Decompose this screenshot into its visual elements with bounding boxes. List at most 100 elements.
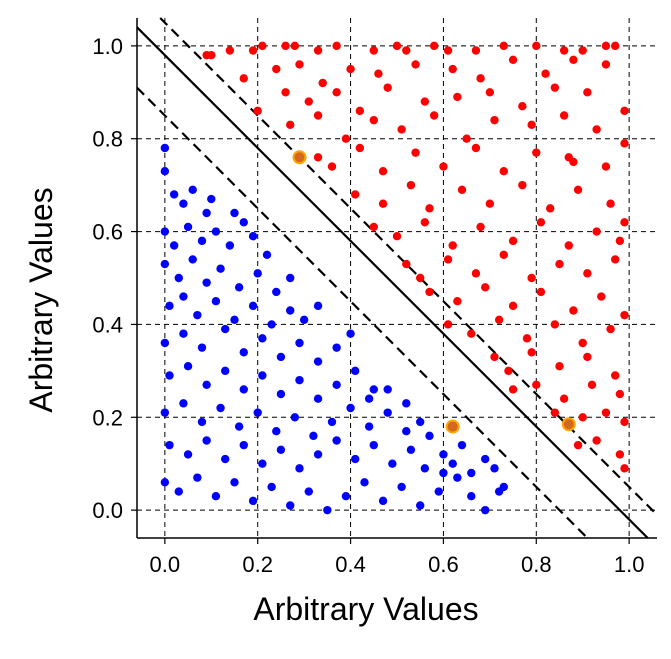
- data-point-upper-right: [601, 162, 611, 171]
- data-point-upper-right: [620, 139, 629, 148]
- data-point-lower-left: [248, 232, 258, 241]
- data-point-upper-right: [499, 250, 508, 259]
- data-point-upper-right: [611, 371, 620, 380]
- data-point-upper-right: [313, 153, 323, 162]
- data-point-lower-left: [499, 482, 508, 492]
- data-point-lower-left: [267, 482, 276, 492]
- grid: [137, 18, 657, 538]
- data-point-upper-right: [573, 185, 583, 194]
- data-point-upper-right: [397, 125, 406, 134]
- data-point-lower-left: [286, 306, 295, 315]
- data-point-lower-left: [160, 408, 170, 417]
- data-point-lower-left: [378, 496, 388, 506]
- data-point-upper-right: [499, 167, 508, 176]
- data-point-lower-left: [290, 413, 300, 422]
- data-point-upper-right: [601, 408, 611, 417]
- data-point-upper-right: [620, 310, 629, 320]
- data-point-upper-right: [569, 55, 578, 64]
- data-point-upper-right: [369, 46, 378, 55]
- data-point-lower-left: [174, 273, 183, 283]
- data-point-upper-right: [443, 255, 453, 264]
- y-tick-label: 1.0: [92, 34, 123, 59]
- x-tick-label: 0.6: [428, 552, 459, 577]
- data-point-lower-left: [369, 440, 378, 450]
- data-point-lower-left: [253, 408, 262, 417]
- y-tick-label: 0.0: [92, 498, 123, 523]
- data-point-upper-right: [448, 241, 457, 250]
- data-point-lower-left: [402, 427, 411, 436]
- data-point-lower-left: [188, 185, 197, 194]
- data-point-lower-left: [295, 338, 304, 348]
- data-point-upper-right: [272, 64, 281, 74]
- data-point-lower-left: [360, 478, 369, 487]
- data-point-upper-right: [453, 297, 462, 306]
- data-point-lower-left: [165, 371, 174, 380]
- data-point-upper-right: [467, 329, 476, 338]
- data-point-upper-right: [402, 259, 411, 269]
- data-point-upper-right: [443, 46, 453, 55]
- data-point-lower-left: [416, 417, 425, 427]
- data-point-upper-right: [508, 301, 518, 311]
- data-point-upper-right: [248, 46, 258, 55]
- data-point-lower-left: [332, 343, 341, 352]
- data-point-upper-right: [587, 380, 597, 389]
- data-point-upper-right: [258, 41, 267, 51]
- data-point-upper-right: [615, 450, 625, 459]
- data-point-lower-left: [341, 492, 351, 501]
- data-point-lower-left: [179, 292, 188, 301]
- data-point-upper-right: [592, 125, 601, 134]
- data-point-lower-left: [221, 366, 230, 376]
- data-point-upper-right: [564, 241, 573, 250]
- data-point-upper-right: [578, 338, 587, 348]
- data-point-lower-left: [230, 208, 239, 218]
- data-point-upper-right: [295, 60, 304, 69]
- data-point-lower-left: [239, 385, 248, 394]
- data-point-upper-right: [550, 320, 560, 329]
- x-axis-label: Arbitrary Values: [253, 591, 478, 627]
- data-point-upper-right: [536, 218, 546, 227]
- data-point-upper-right: [286, 120, 295, 129]
- data-point-upper-right: [583, 352, 592, 362]
- data-point-lower-left: [457, 440, 467, 450]
- data-point-lower-left: [183, 362, 193, 371]
- data-point-upper-right: [207, 50, 216, 60]
- data-point-lower-left: [183, 222, 193, 232]
- data-point-upper-right: [341, 134, 351, 143]
- x-tick-label: 1.0: [614, 552, 645, 577]
- data-point-upper-right: [332, 41, 341, 51]
- data-point-lower-left: [179, 199, 188, 208]
- data-point-lower-left: [202, 278, 211, 287]
- data-point-lower-left: [467, 492, 476, 501]
- data-point-lower-left: [313, 301, 323, 311]
- data-point-upper-right: [597, 292, 606, 301]
- data-point-upper-right: [601, 41, 611, 51]
- data-point-lower-left: [160, 259, 170, 269]
- data-point-upper-right: [620, 464, 629, 473]
- data-point-upper-right: [485, 88, 495, 97]
- data-point-upper-right: [369, 222, 378, 232]
- data-point-upper-right: [532, 148, 541, 157]
- data-point-upper-right: [411, 60, 420, 69]
- data-point-upper-right: [550, 408, 560, 417]
- data-point-upper-right: [522, 334, 532, 343]
- data-point-lower-left: [309, 431, 318, 441]
- data-point-lower-left: [174, 487, 183, 496]
- x-tick-label: 0.0: [150, 552, 181, 577]
- data-point-lower-left: [397, 482, 406, 492]
- data-point-upper-right: [578, 46, 587, 55]
- data-point-lower-left: [402, 399, 411, 408]
- data-point-lower-left: [332, 436, 341, 445]
- y-tick-label: 0.8: [92, 127, 123, 152]
- data-point-upper-right: [527, 120, 536, 129]
- data-point-upper-right: [471, 143, 481, 153]
- data-point-lower-left: [416, 501, 425, 510]
- data-point-upper-right: [532, 41, 541, 51]
- data-point-lower-left: [258, 334, 267, 343]
- data-point-lower-left: [267, 320, 276, 329]
- data-point-lower-left: [202, 436, 211, 445]
- data-point-upper-right: [402, 46, 411, 55]
- data-point-lower-left: [211, 297, 221, 306]
- data-point-upper-right: [555, 362, 564, 371]
- data-point-upper-right: [462, 134, 471, 143]
- data-point-upper-right: [281, 88, 290, 97]
